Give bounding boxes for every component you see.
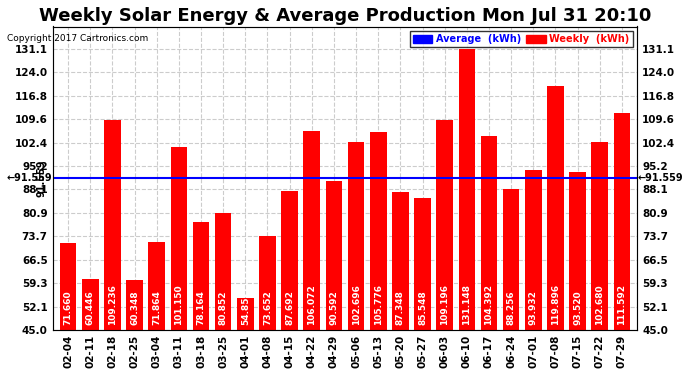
Text: 102.696: 102.696: [352, 284, 361, 325]
Bar: [148, 242, 165, 330]
Bar: [104, 120, 121, 330]
Bar: [613, 112, 630, 330]
Text: 91.559: 91.559: [37, 159, 46, 197]
Bar: [82, 279, 99, 330]
Text: 131.148: 131.148: [462, 284, 471, 325]
Bar: [569, 172, 586, 330]
Title: Weekly Solar Energy & Average Production Mon Jul 31 20:10: Weekly Solar Energy & Average Production…: [39, 7, 651, 25]
Text: 90.592: 90.592: [329, 290, 338, 325]
Bar: [503, 189, 520, 330]
Text: 54.852: 54.852: [241, 290, 250, 325]
Bar: [459, 49, 475, 330]
Text: 101.150: 101.150: [175, 284, 184, 325]
Bar: [282, 190, 298, 330]
Text: Copyright 2017 Cartronics.com: Copyright 2017 Cartronics.com: [7, 34, 148, 43]
Bar: [237, 298, 254, 330]
Text: 60.348: 60.348: [130, 290, 139, 325]
Text: 71.660: 71.660: [63, 290, 72, 325]
Text: 106.072: 106.072: [307, 284, 316, 325]
Bar: [193, 222, 209, 330]
Bar: [215, 213, 231, 330]
Text: 78.164: 78.164: [197, 290, 206, 325]
Text: 87.348: 87.348: [396, 290, 405, 325]
Bar: [591, 142, 608, 330]
Text: 88.256: 88.256: [506, 290, 515, 325]
Bar: [326, 181, 342, 330]
Text: 119.896: 119.896: [551, 284, 560, 325]
Text: 80.852: 80.852: [219, 290, 228, 325]
Bar: [60, 243, 77, 330]
Text: 104.392: 104.392: [484, 284, 493, 325]
Bar: [392, 192, 408, 330]
Bar: [259, 236, 276, 330]
Text: 93.520: 93.520: [573, 290, 582, 325]
Text: 105.776: 105.776: [374, 284, 383, 325]
Bar: [547, 86, 564, 330]
Text: 102.680: 102.680: [595, 284, 604, 325]
Text: 85.548: 85.548: [418, 290, 427, 325]
Text: 87.692: 87.692: [285, 290, 294, 325]
Text: 111.592: 111.592: [618, 284, 627, 325]
Bar: [436, 120, 453, 330]
Bar: [370, 132, 386, 330]
Text: 71.864: 71.864: [152, 290, 161, 325]
Text: 93.932: 93.932: [529, 290, 538, 325]
Text: 109.196: 109.196: [440, 284, 449, 325]
Text: ←91.559: ←91.559: [638, 173, 683, 183]
Text: 60.446: 60.446: [86, 290, 95, 325]
Text: ←91.559: ←91.559: [7, 173, 52, 183]
Bar: [170, 147, 187, 330]
Bar: [348, 142, 364, 330]
Bar: [414, 198, 431, 330]
Text: 109.236: 109.236: [108, 284, 117, 325]
Bar: [525, 170, 542, 330]
Bar: [481, 136, 497, 330]
Bar: [126, 280, 143, 330]
Bar: [304, 130, 320, 330]
Text: 73.652: 73.652: [263, 290, 272, 325]
Legend: Average  (kWh), Weekly  (kWh): Average (kWh), Weekly (kWh): [410, 32, 633, 47]
